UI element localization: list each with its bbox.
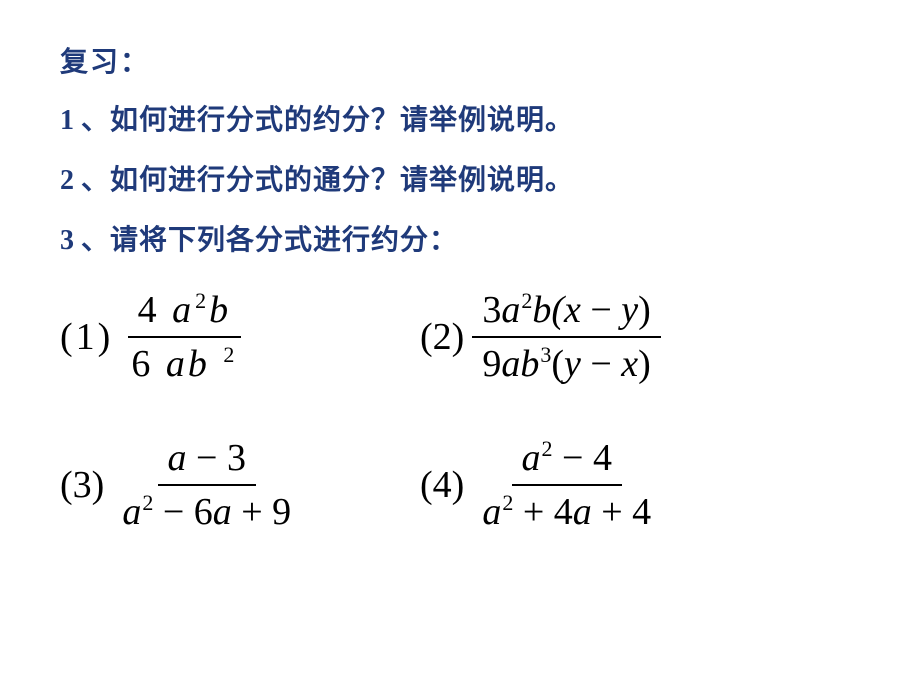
p3-denominator: a2 − 6a + 9 — [112, 486, 301, 534]
slide-content: 复习： 1、如何进行分式的约分？请举例说明。 2、如何进行分式的通分？请举例说明… — [0, 0, 920, 624]
problems-row-2: (3) a − 3 a2 − 6a + 9 (4) a2 − 4 a2 + 4a… — [60, 436, 860, 534]
problems-area: (1) 4 a2b 6 ab 2 (2) 3a2b(x − y) 9ab3(y … — [60, 288, 860, 534]
p4-den-aexp: 2 — [502, 490, 513, 515]
p4-numerator: a2 − 4 — [512, 436, 622, 486]
p4-label: (4) — [420, 463, 464, 507]
q1-text: 如何进行分式的约分？请举例说明。 — [110, 105, 574, 136]
p1-denominator: 6 ab 2 — [121, 338, 247, 386]
q2-text: 如何进行分式的通分？请举例说明。 — [110, 165, 574, 196]
problem-4: (4) a2 − 4 a2 + 4a + 4 — [420, 436, 840, 534]
review-heading: 复习： — [60, 40, 860, 80]
problems-row-1: (1) 4 a2b 6 ab 2 (2) 3a2b(x − y) 9ab3(y … — [60, 288, 860, 386]
q2-sep: 、 — [81, 165, 110, 196]
p2-label: (2) — [420, 315, 464, 359]
p1-num-aexp: 2 — [195, 288, 209, 313]
q2-num: 2 — [60, 165, 75, 196]
p4-num-aexp: 2 — [542, 436, 553, 461]
p1-num-coef: 4 — [138, 289, 173, 331]
q3-text: 请将下列各分式进行约分： — [110, 225, 458, 256]
p1-label: (1) — [60, 315, 113, 359]
q1-sep: 、 — [81, 105, 110, 136]
q1-num: 1 — [60, 105, 75, 136]
p3-numerator: a − 3 — [158, 436, 256, 486]
p2-fraction: 3a2b(x − y) 9ab3(y − x) — [472, 288, 661, 386]
question-1: 1、如何进行分式的约分？请举例说明。 — [60, 98, 860, 138]
question-2: 2、如何进行分式的通分？请举例说明。 — [60, 158, 860, 198]
problem-3: (3) a − 3 a2 − 6a + 9 — [60, 436, 420, 534]
p4-fraction: a2 − 4 a2 + 4a + 4 — [472, 436, 661, 534]
p2-denominator: 9ab3(y − x) — [472, 338, 661, 386]
p2-num-aexp: 2 — [521, 288, 532, 313]
problem-1: (1) 4 a2b 6 ab 2 — [60, 288, 420, 386]
p4-denominator: a2 + 4a + 4 — [472, 486, 661, 534]
p1-fraction: 4 a2b 6 ab 2 — [121, 288, 247, 386]
p3-fraction: a − 3 a2 − 6a + 9 — [112, 436, 301, 534]
p3-den-aexp: 2 — [142, 490, 153, 515]
p1-den-bexp: 2 — [223, 342, 237, 367]
p3-label: (3) — [60, 463, 104, 507]
p2-den-coef: 9 — [482, 343, 501, 385]
problem-2: (2) 3a2b(x − y) 9ab3(y − x) — [420, 288, 840, 386]
p1-den-coef: 6 — [131, 343, 166, 385]
p2-numerator: 3a2b(x − y) — [472, 288, 661, 338]
p1-num-b: b — [209, 289, 231, 331]
p2-num-coef: 3 — [482, 289, 501, 331]
p1-numerator: 4 a2b — [128, 288, 242, 338]
p2-den-bexp: 3 — [540, 342, 551, 367]
q3-sep: 、 — [81, 225, 110, 256]
question-3: 3、请将下列各分式进行约分： — [60, 218, 860, 258]
q3-num: 3 — [60, 225, 75, 256]
